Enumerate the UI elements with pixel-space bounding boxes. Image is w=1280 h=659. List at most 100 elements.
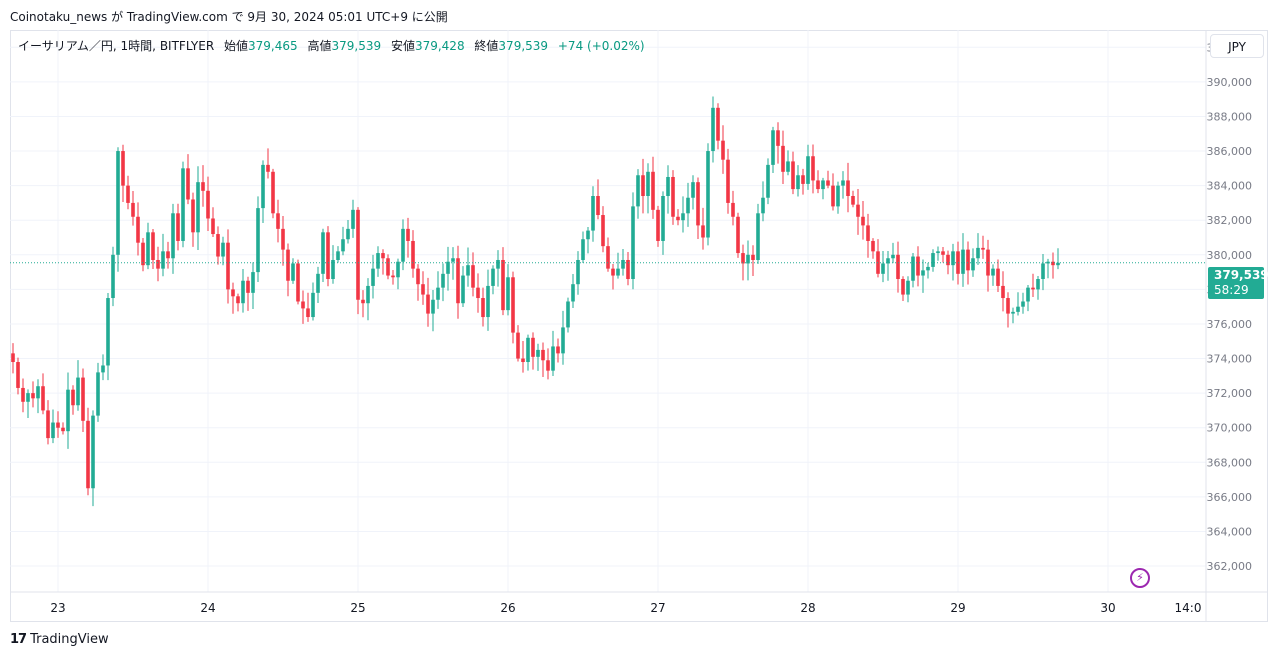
candle-body — [496, 259, 500, 269]
currency-button[interactable]: JPY — [1210, 34, 1264, 58]
tradingview-brand[interactable]: 17 TradingView — [10, 632, 109, 647]
y-tick-label: 386,000 — [1207, 145, 1253, 158]
candle-body — [151, 232, 155, 260]
candle-body — [456, 258, 460, 304]
last-price-tag: 379,539 58:29 — [1208, 267, 1269, 299]
candle-body — [391, 275, 395, 278]
candle-body — [516, 332, 520, 359]
candle-body — [321, 232, 325, 274]
candle-body — [691, 182, 695, 198]
candle-body — [171, 213, 175, 259]
y-tick-label: 376,000 — [1207, 318, 1253, 331]
candle-body — [916, 256, 920, 276]
candle-body — [766, 164, 770, 198]
candle-body — [571, 284, 575, 302]
candle-body — [801, 175, 805, 184]
candle-body — [631, 206, 635, 280]
tradingview-logo-icon: 17 — [10, 632, 27, 647]
candle-body — [611, 268, 615, 276]
x-tick-label: 27 — [650, 601, 665, 615]
candle-body — [936, 251, 940, 254]
candle-body — [601, 215, 605, 247]
candle-body — [851, 196, 855, 205]
candle-body — [821, 180, 825, 190]
candle-body — [721, 140, 725, 160]
candle-body — [451, 258, 455, 262]
candle-body — [141, 242, 145, 266]
candle-body — [146, 232, 150, 266]
candle-body — [761, 197, 765, 214]
candle-body — [76, 377, 80, 406]
candle-body — [331, 259, 335, 280]
candle-body — [686, 197, 690, 214]
candle-body — [351, 209, 355, 229]
candlestick-chart[interactable]: 392,000390,000388,000386,000384,000382,0… — [10, 30, 1268, 622]
candle-body — [1026, 287, 1030, 302]
candle-body — [796, 175, 800, 190]
candle-body — [281, 228, 285, 250]
x-tick-label: 30 — [1100, 601, 1115, 615]
candle-body — [446, 261, 450, 274]
open-value: 379,465 — [248, 39, 298, 53]
candle-body — [111, 254, 115, 299]
candle-body — [396, 261, 400, 278]
candle-body — [376, 253, 380, 269]
close-value: 379,539 — [498, 39, 549, 53]
candle-body — [911, 256, 915, 281]
candle-body — [1036, 279, 1040, 290]
candle-body — [471, 265, 475, 288]
candle-body — [416, 268, 420, 285]
candle-body — [166, 251, 170, 259]
candle-body — [426, 294, 430, 314]
candle-body — [836, 185, 840, 207]
candle-body — [896, 254, 900, 280]
candle-body — [441, 273, 445, 288]
y-tick-label: 366,000 — [1207, 491, 1253, 504]
candle-body — [621, 259, 625, 269]
bar-countdown: 58:29 — [1214, 283, 1249, 297]
candle-body — [586, 230, 590, 240]
candle-body — [656, 209, 660, 241]
candle-body — [981, 247, 985, 250]
candle-body — [56, 422, 60, 428]
candle-body — [96, 372, 100, 416]
candle-body — [711, 107, 715, 152]
y-tick-label: 372,000 — [1207, 387, 1253, 400]
candle-body — [576, 259, 580, 285]
candle-body — [726, 159, 730, 203]
y-tick-label: 368,000 — [1207, 456, 1253, 469]
y-tick-label: 384,000 — [1207, 180, 1253, 193]
candle-body — [366, 285, 370, 304]
candle-body — [161, 251, 165, 269]
candle-body — [531, 337, 535, 357]
candle-body — [551, 346, 555, 371]
candle-body — [541, 349, 545, 361]
open-label: 始値 — [224, 39, 249, 53]
candle-body — [306, 308, 310, 318]
candle-body — [651, 171, 655, 210]
y-tick-label: 390,000 — [1207, 76, 1253, 89]
candle-body — [556, 346, 560, 354]
candle-body — [1001, 285, 1005, 299]
candle-body — [861, 216, 865, 226]
candle-body — [681, 213, 685, 221]
candle-body — [826, 180, 830, 186]
candle-body — [136, 216, 140, 243]
candle-body — [411, 240, 415, 269]
y-tick-label: 364,000 — [1207, 525, 1253, 538]
y-tick-label: 382,000 — [1207, 214, 1253, 227]
candle-body — [856, 204, 860, 217]
candle-body — [476, 287, 480, 299]
candle-body — [756, 213, 760, 260]
candle-body — [511, 277, 515, 333]
candle-body — [301, 301, 305, 309]
candle-body — [181, 168, 185, 241]
candle-body — [846, 180, 850, 197]
candle-body — [226, 242, 230, 290]
lightning-icon[interactable]: ⚡ — [1130, 568, 1150, 588]
candle-body — [356, 209, 360, 300]
candle-body — [606, 246, 610, 269]
candle-body — [236, 296, 240, 304]
y-tick-label: 380,000 — [1207, 249, 1253, 262]
candle-body — [66, 389, 70, 432]
